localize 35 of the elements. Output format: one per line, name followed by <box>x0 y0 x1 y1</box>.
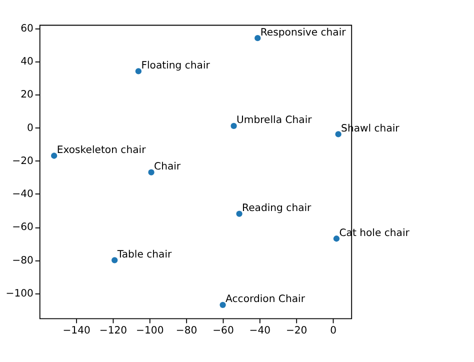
annotation: Reading chair <box>242 203 312 214</box>
x-tick-label: −40 <box>249 325 271 336</box>
point <box>236 210 242 217</box>
y-tick-label: −20 <box>12 156 34 167</box>
point <box>335 131 342 138</box>
point <box>51 152 58 159</box>
x-tick-label: −20 <box>286 325 308 336</box>
y-tick-label: −60 <box>12 222 34 234</box>
y-tick-label: 0 <box>27 122 34 134</box>
point <box>148 169 154 176</box>
y-tick-label: −100 <box>6 288 34 300</box>
point <box>254 35 261 42</box>
point <box>112 257 118 264</box>
y-tick-label: 20 <box>20 90 34 101</box>
x-tick-label: −140 <box>62 325 90 336</box>
y-tick-label: 40 <box>20 56 34 68</box>
point <box>230 122 237 129</box>
y-tick-label: 60 <box>20 23 34 34</box>
annotation: Floating chair <box>141 60 211 72</box>
annotation: Exoskeleton chair <box>56 145 147 156</box>
y-tick-label: −80 <box>12 255 34 266</box>
y-tick-label: −40 <box>12 189 34 200</box>
annotation: Table chair <box>116 249 173 260</box>
point <box>333 236 340 242</box>
x-tick-label: −60 <box>212 325 234 336</box>
annotation: Responsive chair <box>260 27 347 38</box>
x-tick-label: −100 <box>136 325 164 336</box>
x-tick-label: −80 <box>176 325 198 336</box>
annotation: Umbrella Chair <box>236 115 313 126</box>
annotation: Accordion Chair <box>226 294 306 306</box>
point <box>220 302 226 308</box>
x-tick-label: 0 <box>330 325 336 336</box>
annotation: Chair <box>154 162 182 173</box>
x-tick-label: −120 <box>99 325 128 336</box>
point <box>135 68 142 74</box>
